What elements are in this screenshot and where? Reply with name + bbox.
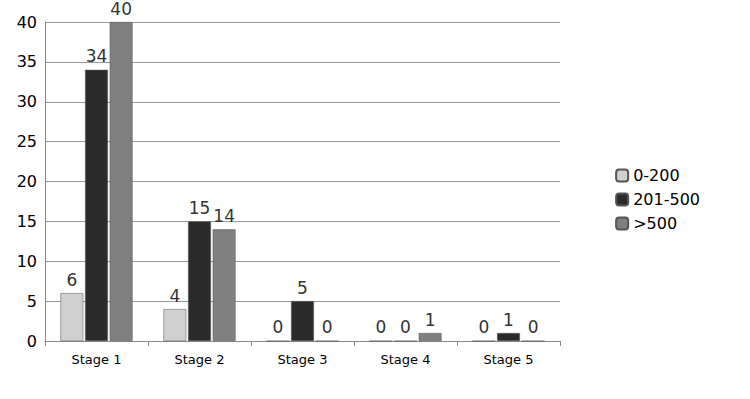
svg-text:5: 5	[297, 278, 308, 298]
svg-text:Stage 4: Stage 4	[381, 352, 431, 367]
svg-text:15: 15	[189, 198, 211, 218]
svg-text:201-500: 201-500	[633, 190, 700, 209]
svg-text:25: 25	[17, 132, 37, 151]
svg-text:1: 1	[503, 310, 514, 330]
svg-text:0-200: 0-200	[633, 166, 680, 185]
svg-text:40: 40	[110, 0, 132, 19]
svg-text:30: 30	[17, 92, 37, 111]
svg-text:0: 0	[272, 317, 283, 337]
svg-text:Stage 3: Stage 3	[278, 352, 328, 367]
svg-text:14: 14	[213, 206, 235, 226]
svg-text:40: 40	[17, 13, 37, 32]
svg-text:0: 0	[528, 317, 539, 337]
svg-text:34: 34	[86, 46, 108, 66]
svg-text:4: 4	[169, 286, 180, 306]
svg-text:10: 10	[17, 252, 37, 271]
svg-text:Stage 2: Stage 2	[175, 352, 225, 367]
svg-text:Stage 5: Stage 5	[484, 352, 534, 367]
svg-text:Stage 1: Stage 1	[72, 352, 122, 367]
svg-text:35: 35	[17, 52, 37, 71]
svg-text:20: 20	[17, 172, 37, 191]
svg-text:0: 0	[322, 317, 333, 337]
svg-text:0: 0	[27, 332, 37, 351]
svg-text:0: 0	[400, 317, 411, 337]
svg-text:0: 0	[375, 317, 386, 337]
svg-text:>500: >500	[633, 214, 677, 233]
svg-text:1: 1	[425, 310, 436, 330]
svg-text:6: 6	[66, 270, 77, 290]
svg-text:5: 5	[27, 292, 37, 311]
svg-text:15: 15	[17, 212, 37, 231]
svg-text:0: 0	[478, 317, 489, 337]
